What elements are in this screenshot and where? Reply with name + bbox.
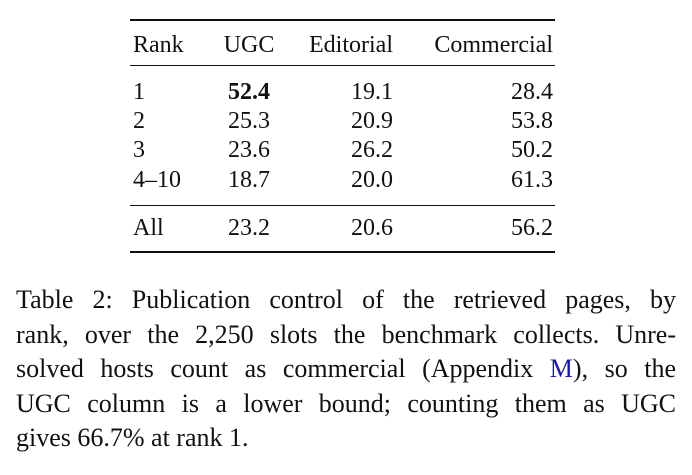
table-cell: 20.9 bbox=[351, 108, 393, 134]
bottom-rule bbox=[130, 251, 555, 253]
caption-line: solved hosts count as commercial (Append… bbox=[16, 352, 676, 386]
header-cell: Commercial bbox=[434, 32, 553, 58]
caption-line: Table 2: Publication control of the retr… bbox=[16, 285, 676, 314]
table-cell: 61.3 bbox=[511, 167, 553, 193]
table-cell: 25.3 bbox=[228, 108, 270, 134]
table-cell: 2 bbox=[133, 108, 145, 134]
table-cell: 52.4 bbox=[228, 79, 270, 105]
footer-cell: 23.2 bbox=[228, 215, 270, 241]
top-rule bbox=[130, 19, 555, 21]
caption-text: solved hosts count as commercial (Append… bbox=[16, 354, 550, 383]
table-cell: 20.0 bbox=[351, 167, 393, 193]
caption-text: ), so the bbox=[572, 354, 676, 383]
footer-cell: All bbox=[133, 215, 164, 241]
appendix-link[interactable]: M bbox=[549, 354, 573, 383]
table-cell: 3 bbox=[133, 137, 145, 163]
table-cell: 23.6 bbox=[228, 137, 270, 163]
caption-line: UGC column is a lower bound; counting th… bbox=[16, 388, 676, 418]
table-cell: 4–10 bbox=[133, 167, 181, 193]
table-cell: 28.4 bbox=[511, 79, 553, 105]
header-cell: Editorial bbox=[309, 32, 393, 58]
table-cell: 53.8 bbox=[511, 108, 553, 134]
header-rule bbox=[130, 65, 555, 66]
caption-line: gives 66.7% at rank 1. bbox=[16, 423, 249, 452]
caption-line: rank, over the 2,250 slots the benchmark… bbox=[16, 319, 676, 349]
table-cell: 18.7 bbox=[228, 167, 270, 193]
header-cell: UGC bbox=[223, 32, 275, 58]
footer-cell: 20.6 bbox=[351, 215, 393, 241]
table-cell: 19.1 bbox=[351, 79, 393, 105]
footer-rule bbox=[130, 205, 555, 206]
footer-cell: 56.2 bbox=[511, 215, 553, 241]
table-cell: 50.2 bbox=[511, 137, 553, 163]
table-cell: 1 bbox=[133, 79, 145, 105]
table-cell: 26.2 bbox=[351, 137, 393, 163]
header-cell: Rank bbox=[133, 32, 184, 58]
